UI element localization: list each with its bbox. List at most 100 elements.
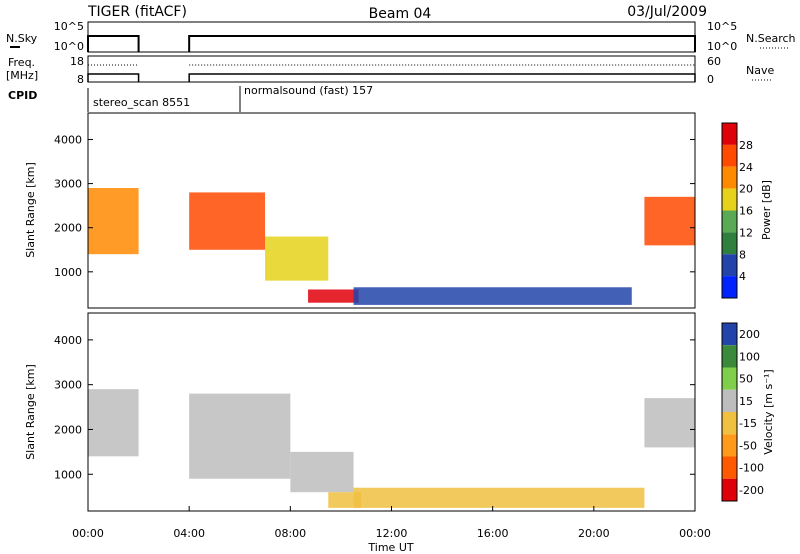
nsky-trace [87, 35, 140, 52]
colorbar-segment [722, 345, 737, 368]
colorbar-tick-label: -15 [739, 417, 757, 430]
colorbar-segment [722, 456, 737, 479]
colorbar-frame [721, 322, 738, 502]
scatter-region [353, 287, 632, 305]
sky-panel: N.Sky 10^5 10^0 10^5 10^0 N.Search [6, 20, 796, 53]
colorbar-segment [722, 188, 737, 211]
nsky-trace [188, 35, 696, 52]
velocity-colorbar: 200 100 50 15 -15 -50 -100 -200 [721, 322, 764, 502]
colorbar-segment [722, 232, 737, 255]
sky-right-tick-bottom: 10^0 [707, 40, 737, 53]
colorbar-segment [722, 144, 737, 167]
freq-label-2: [MHz] [6, 69, 38, 82]
colorbar-segment [722, 323, 737, 346]
freq-left-tick-top: 18 [70, 55, 84, 68]
colorbar-tick-label: 4 [739, 270, 746, 283]
time-axis: 00:00 04:00 08:00 12:00 16:00 20:00 00:00 [72, 506, 711, 540]
range-tick-label: 1000 [54, 266, 82, 279]
scatter-region [265, 236, 329, 281]
colorbar-tick-label: -100 [739, 462, 764, 475]
cpid-label: CPID [8, 89, 37, 102]
colorbar-segment [722, 434, 737, 457]
velocity-range-ticks: 1000 2000 3000 4000 [54, 334, 695, 481]
colorbar-tick-label: -50 [739, 439, 757, 452]
colorbar-segment [722, 210, 737, 233]
power-range-ticks: 1000 2000 3000 4000 [54, 133, 695, 279]
colorbar-segment [722, 276, 737, 298]
time-tick-label: 12:00 [376, 527, 408, 540]
scatter-region [644, 196, 695, 246]
colorbar-tick-label: 50 [739, 373, 753, 386]
range-tick-label: 3000 [54, 178, 82, 191]
power-frame [87, 112, 696, 309]
colorbar-segment [722, 166, 737, 189]
freq-right-tick-bottom: 0 [707, 73, 714, 86]
colorbar-segment [722, 254, 737, 277]
range-tick-label: 4000 [54, 334, 82, 347]
power-heatmap [88, 188, 695, 305]
colorbar-tick-label: 12 [739, 226, 753, 239]
freq-trace [87, 73, 140, 82]
radar-title: TIGER (fitACF) [87, 4, 187, 20]
range-tick-label: 3000 [54, 379, 82, 392]
beam-title: Beam 04 [369, 6, 432, 22]
power-range-label: Slant Range [km] [24, 162, 37, 258]
date-title: 03/Jul/2009 [627, 4, 707, 20]
scatter-region [328, 492, 362, 508]
freq-traces [87, 64, 696, 82]
scatter-region [88, 188, 139, 255]
time-tick-label: 04:00 [173, 527, 205, 540]
nave-label: Nave [746, 64, 774, 77]
colorbar-frame [721, 122, 738, 299]
time-tick-label: 20:00 [578, 527, 610, 540]
colorbar-tick-label: 28 [739, 139, 753, 152]
range-tick-label: 2000 [54, 423, 82, 436]
colorbar-tick-label: 15 [739, 395, 753, 408]
range-tick-label: 4000 [54, 133, 82, 146]
velocity-frame [87, 312, 696, 512]
sky-right-tick-top: 10^5 [707, 20, 737, 33]
colorbar-tick-label: 8 [739, 248, 746, 261]
power-colorbar-label: Power [dB] [760, 180, 773, 240]
freq-label-1: Freq. [8, 56, 35, 69]
scatter-region [644, 398, 695, 448]
colorbar-tick-label: 20 [739, 183, 753, 196]
colorbar-segment [722, 123, 737, 145]
time-tick-label: 00:00 [72, 527, 104, 540]
time-tick-label: 08:00 [274, 527, 306, 540]
nsearch-label: N.Search [746, 32, 796, 45]
scatter-region [308, 289, 359, 303]
cpid-segment-0: stereo_scan 8551 [93, 96, 190, 109]
cpid-segment-1: normalsound (fast) 157 [244, 84, 373, 97]
time-axis-label: Time UT [367, 541, 413, 554]
time-tick-label: 00:00 [679, 527, 711, 540]
sky-left-tick-bottom: 10^0 [54, 40, 84, 53]
freq-left-tick-bottom: 8 [77, 73, 84, 86]
time-tick-label: 16:00 [477, 527, 509, 540]
freq-panel: Freq. [MHz] 18 8 60 0 Nave [6, 55, 774, 86]
colorbar-segment [722, 478, 737, 501]
range-tick-label: 1000 [54, 468, 82, 481]
colorbar-tick-label: -200 [739, 484, 764, 497]
colorbar-segment [722, 389, 737, 412]
colorbar-tick-label: 24 [739, 161, 753, 174]
colorbar-tick-label: 16 [739, 205, 753, 218]
velocity-heatmap [88, 389, 695, 508]
scatter-region [189, 393, 291, 479]
velocity-panel: 1000 2000 3000 4000 Slant Range [km] 200 100… [24, 312, 775, 512]
freq-right-tick-top: 60 [707, 55, 721, 68]
power-colorbar: 4 8 12 16 20 24 28 [721, 122, 753, 299]
colorbar-segment [722, 367, 737, 390]
velocity-range-label: Slant Range [km] [24, 364, 37, 460]
scatter-region [290, 451, 354, 493]
nsky-label: N.Sky [6, 32, 38, 45]
range-tick-label: 2000 [54, 222, 82, 235]
colorbar-tick-label: 100 [739, 350, 760, 363]
power-panel: 1000 2000 3000 4000 Slant Range [km] 4 8 12 16… [24, 112, 773, 309]
cpid-row: CPID stereo_scan 8551 normalsound (fast)… [8, 84, 373, 112]
scatter-region [189, 192, 266, 250]
scatter-region [353, 487, 645, 508]
scatter-region [88, 389, 139, 457]
colorbar-tick-label: 200 [739, 328, 760, 341]
